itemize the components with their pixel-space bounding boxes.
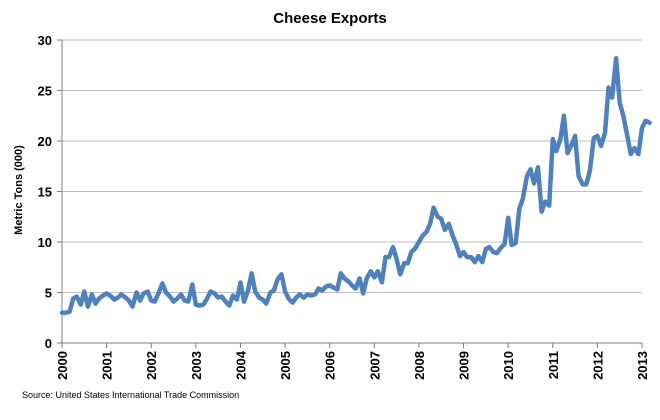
series-line-0 <box>59 55 652 315</box>
gridlines <box>62 39 642 293</box>
y-tick-label: 0 <box>45 336 52 351</box>
y-tick-label: 20 <box>38 134 52 149</box>
x-tick-labels: 2000 2001 2002 2003 2004 2005 2006 2007 2008 2009… <box>55 350 650 380</box>
x-tick-label: 2000 <box>55 351 70 380</box>
x-tick-label: 2006 <box>323 351 338 380</box>
y-tick-label: 25 <box>38 84 52 99</box>
y-tick-label: 10 <box>38 235 52 250</box>
x-tick-label: 2004 <box>233 350 248 380</box>
y-tick-label: 5 <box>45 286 52 301</box>
y-tick-label: 15 <box>38 185 52 200</box>
y-tick-labels: 0 5 10 15 20 25 30 <box>38 33 52 351</box>
x-tick-label: 2011 <box>546 351 561 379</box>
chart-title: Cheese Exports <box>273 10 386 27</box>
x-tick-label: 2013 <box>635 351 650 380</box>
source-note: Source: United States International Trad… <box>22 390 239 400</box>
y-tick-label: 30 <box>38 33 52 48</box>
x-tick-label: 2008 <box>412 351 427 380</box>
x-tick-label: 2009 <box>457 351 472 380</box>
x-tick-label: 2012 <box>590 351 605 380</box>
x-tick-label: 2003 <box>189 351 204 380</box>
series-layer <box>59 55 652 315</box>
x-tick-label: 2007 <box>367 351 382 380</box>
x-tick-label: 2002 <box>144 351 159 380</box>
x-tick-label: 2005 <box>278 351 293 380</box>
y-axis-label: Metric Tons (000) <box>13 145 25 235</box>
x-tick-label: 2001 <box>100 351 115 380</box>
x-tick-label: 2010 <box>501 351 516 380</box>
axes <box>57 39 643 348</box>
